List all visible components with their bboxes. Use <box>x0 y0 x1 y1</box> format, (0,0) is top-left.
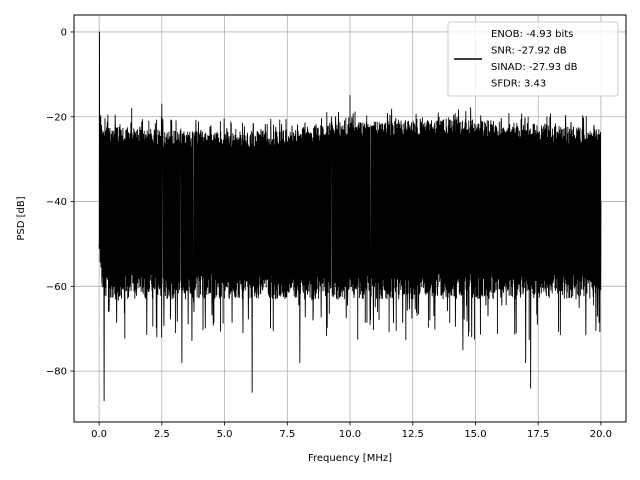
legend-entry-sinad: SINAD: -27.93 dB <box>491 62 578 73</box>
psd-series <box>98 31 602 402</box>
x-tick-label: 5.0 <box>217 429 233 440</box>
x-tick-label: 20.0 <box>590 429 612 440</box>
y-tick-label: −20 <box>46 112 67 123</box>
legend-entry-sfdr: SFDR: 3.43 <box>491 79 546 90</box>
x-tick-label: 10.0 <box>339 429 361 440</box>
x-tick-label: 12.5 <box>402 429 424 440</box>
x-tick-label: 17.5 <box>527 429 549 440</box>
y-tick-label: −60 <box>46 282 67 293</box>
legend-entry-enob: ENOB: -4.93 bits <box>491 29 573 40</box>
legend-box <box>447 21 619 97</box>
y-axis-label: PSD [dB] <box>16 196 27 240</box>
x-tick-label: 15.0 <box>464 429 486 440</box>
y-tick-label: −80 <box>46 367 67 378</box>
x-axis-label: Frequency [MHz] <box>308 453 392 464</box>
x-tick-label: 2.5 <box>154 429 170 440</box>
legend-entry-snr: SNR: -27.92 dB <box>491 46 567 57</box>
psd-trace <box>98 31 602 402</box>
axis-ticks: 0.0 2.5 5.0 7.5 10.0 12.5 15.0 17.5 20.0 0 −20 −40 −… <box>46 27 612 440</box>
y-tick-label: −40 <box>46 197 67 208</box>
x-tick-label: 0.0 <box>91 429 107 440</box>
legend: ENOB: -4.93 bits SNR: -27.92 dB SINAD: -… <box>447 21 619 97</box>
x-tick-label: 7.5 <box>279 429 295 440</box>
y-tick-label: 0 <box>61 27 67 38</box>
